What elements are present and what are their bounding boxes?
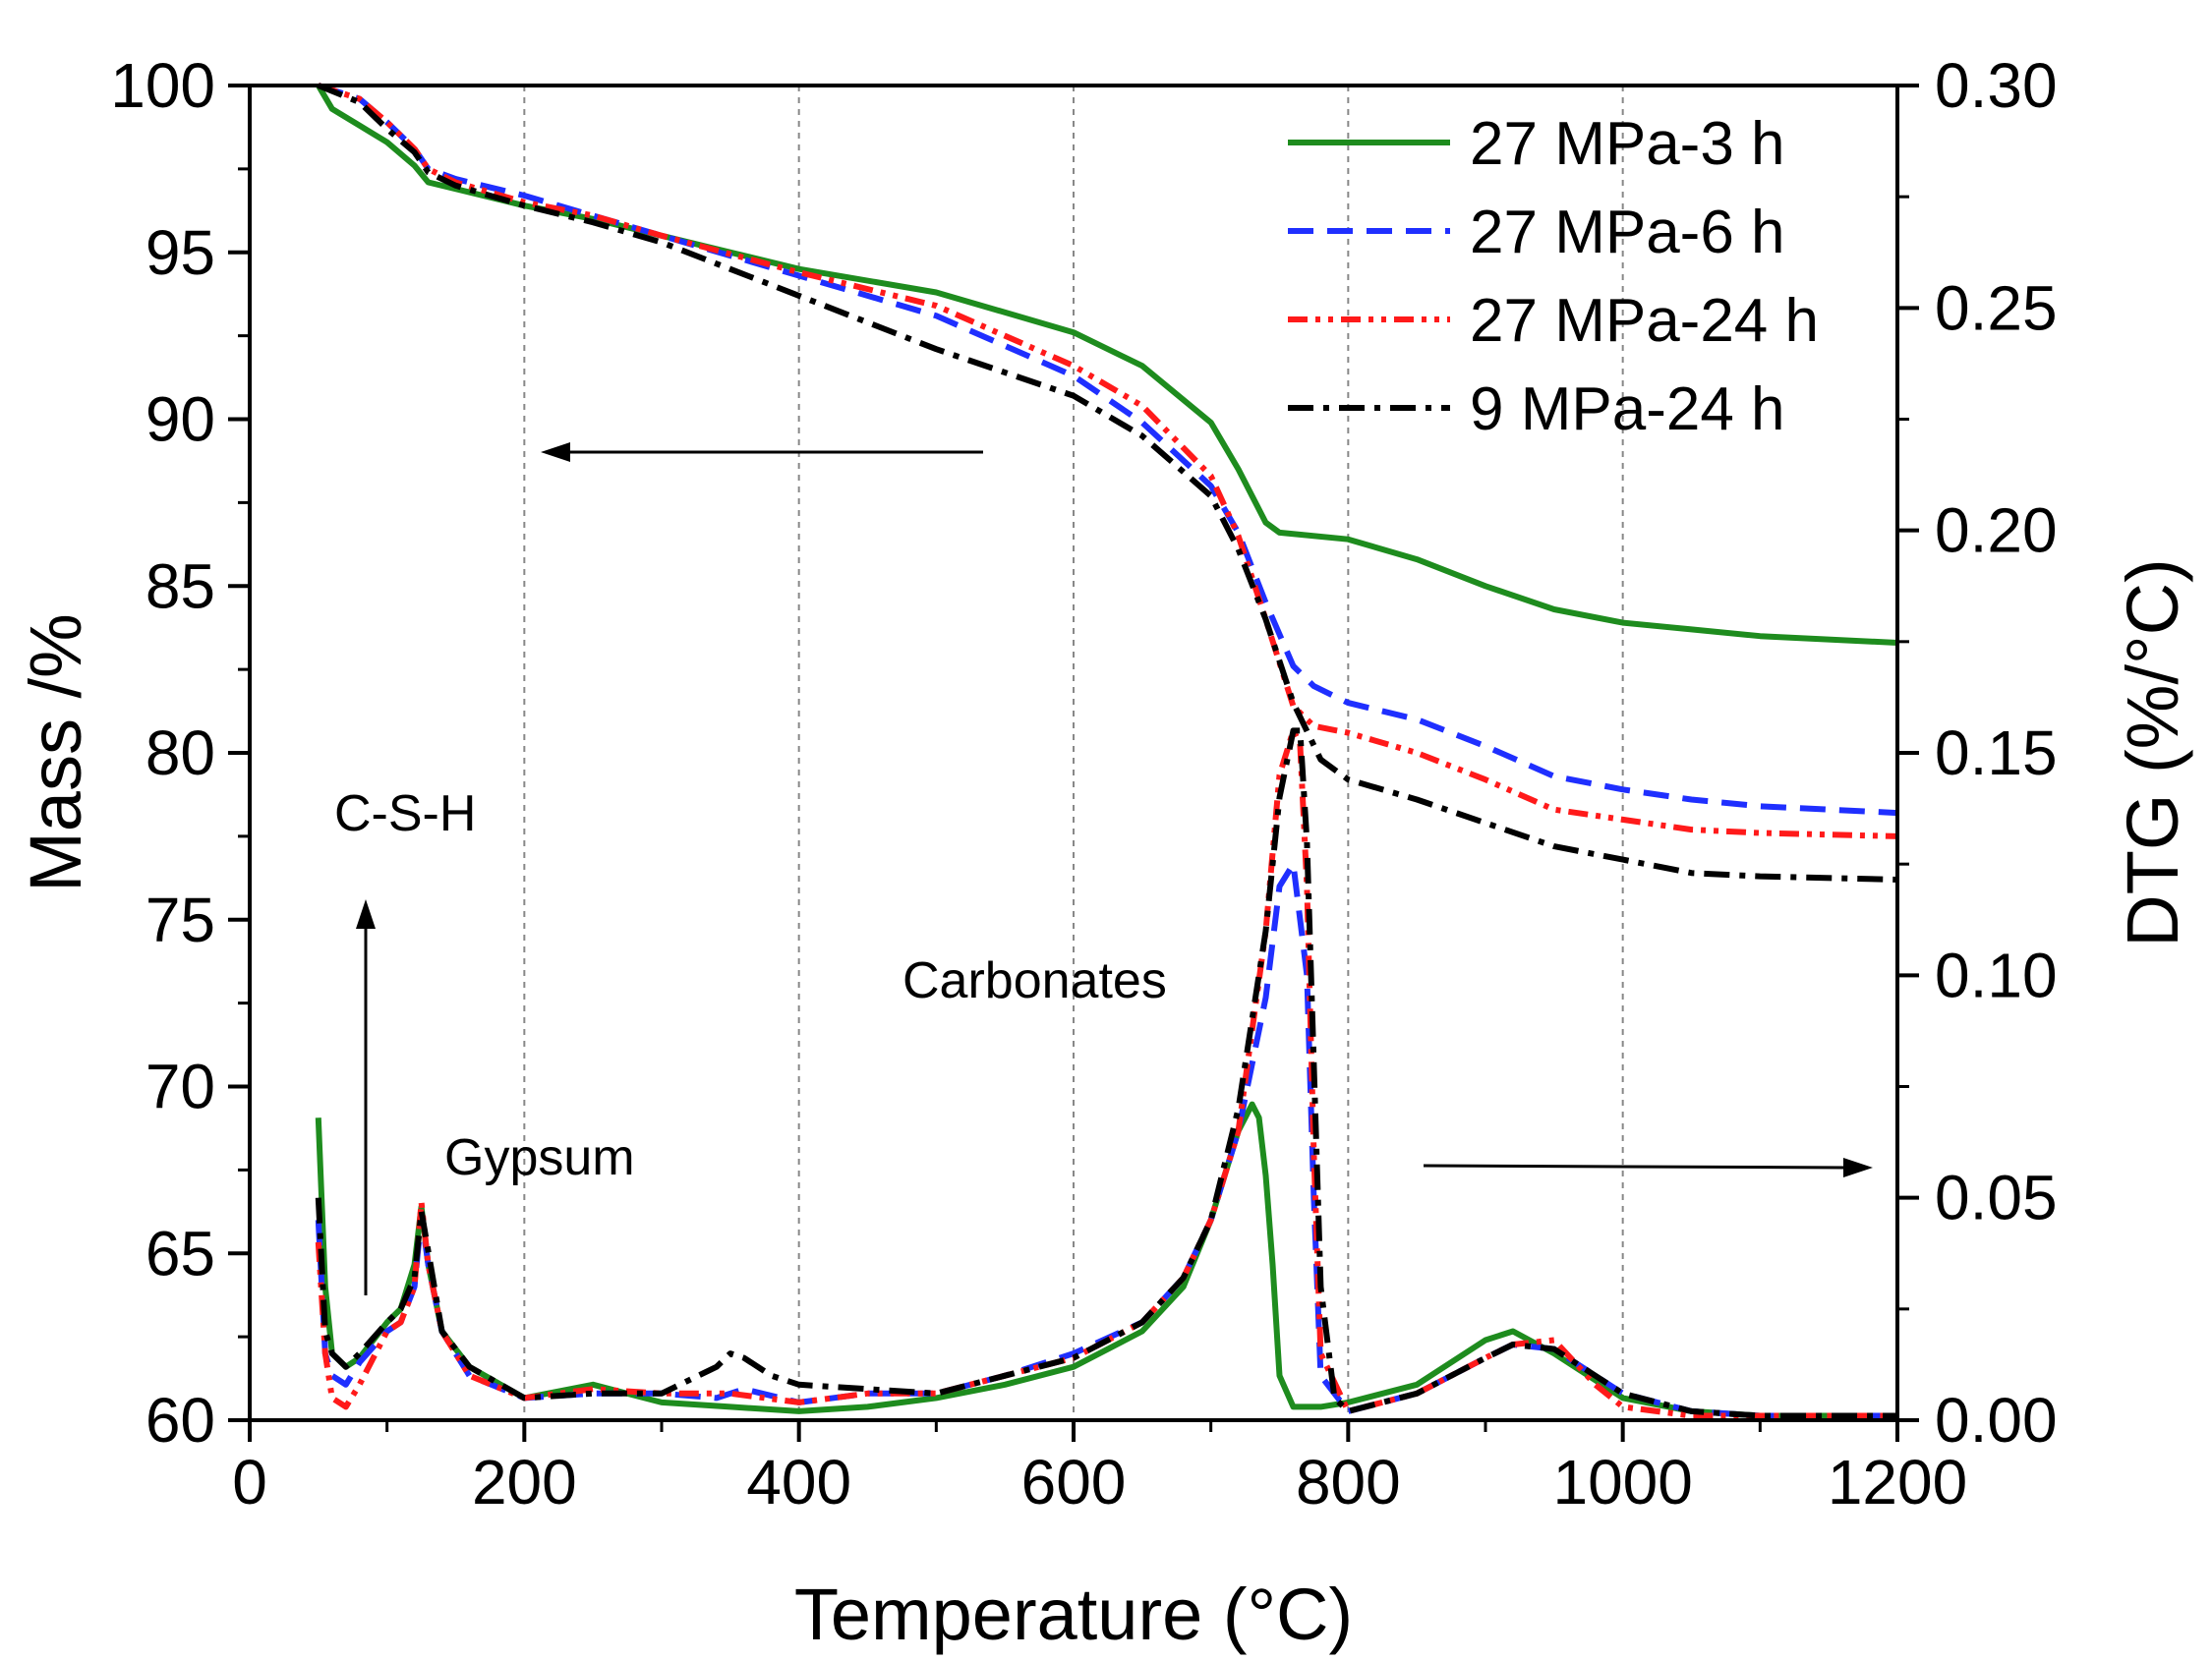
x-tick-label: 600 (1021, 1447, 1127, 1518)
mass-line-27-mpa-3-h (316, 84, 1898, 646)
y-left-tick-label: 85 (146, 550, 215, 621)
series-lines (315, 83, 1898, 1419)
x-tick-label: 200 (472, 1447, 577, 1518)
vertical-gridlines (523, 86, 1624, 1420)
y-axis-left: 60 65 70 75 80 85 90 95 100 (110, 50, 250, 1456)
y-left-tick-label: 90 (146, 384, 215, 455)
y-left-tick-label: 80 (146, 717, 215, 788)
x-tick-label: 800 (1296, 1447, 1401, 1518)
x-axis: 0 200 400 600 800 1000 1200 (232, 1420, 1967, 1518)
y-left-tick-label: 100 (110, 50, 215, 121)
y-right-tick-label: 0.30 (1935, 50, 2058, 121)
mass-line-27-mpa-24-h (317, 83, 1898, 839)
legend-label-27-mpa-3-h: 27 MPa-3 h (1470, 110, 1785, 178)
legend-label-27-mpa-24-h: 27 MPa-24 h (1470, 287, 1819, 355)
dtg-line-27-mpa-3-h (315, 1101, 1897, 1419)
mass-axis-arrow-head (541, 442, 570, 462)
y-right-tick-label: 0.25 (1935, 272, 2058, 343)
y-right-tick-label: 0.15 (1935, 717, 2058, 788)
x-axis-title: Temperature (°C) (794, 1574, 1353, 1655)
y-left-tick-label: 95 (146, 217, 215, 288)
y-left-tick-label: 70 (146, 1052, 215, 1122)
csh-arrow-head (356, 899, 376, 929)
y-left-tick-label: 65 (146, 1218, 215, 1289)
y-axis-right-title: DTG (%/°C) (2112, 558, 2193, 946)
dtg-line-9-mpa-24-h (315, 727, 1897, 1419)
annotation-gypsum: Gypsum (444, 1129, 635, 1186)
y-right-tick-label: 0.20 (1935, 495, 2058, 566)
dtg-line-27-mpa-24-h (315, 727, 1897, 1419)
y-right-tick-label: 0.00 (1935, 1385, 2058, 1456)
dtg-axis-arrow-head (1843, 1158, 1873, 1177)
y-right-tick-label: 0.05 (1935, 1163, 2058, 1233)
legend-label-9-mpa-24-h: 9 MPa-24 h (1470, 375, 1785, 443)
annotation-carbonates: Carbonates (902, 952, 1167, 1009)
y-left-tick-label: 75 (146, 885, 215, 955)
y-axis-left-title: Mass /% (15, 613, 96, 892)
y-left-tick-label: 60 (146, 1385, 215, 1456)
mass-line-9-mpa-24-h (317, 83, 1898, 883)
x-tick-label: 0 (232, 1447, 267, 1518)
mass-line-27-mpa-6-h (317, 83, 1898, 817)
y-right-tick-label: 0.10 (1935, 940, 2058, 1010)
x-tick-label: 400 (746, 1447, 851, 1518)
legend: 27 MPa-3 h 27 MPa-6 h 27 MPa-24 h 9 MPa-24 … (1288, 110, 1819, 443)
legend-label-27-mpa-6-h: 27 MPa-6 h (1470, 199, 1785, 266)
x-tick-label: 1200 (1828, 1447, 1967, 1518)
dtg-axis-arrow (1423, 1164, 1849, 1170)
y-axis-right: 0.00 0.05 0.10 0.15 0.20 0.25 0.30 (1897, 50, 2058, 1456)
x-tick-label: 1000 (1552, 1447, 1692, 1518)
annotation-csh: C-S-H (334, 785, 476, 842)
